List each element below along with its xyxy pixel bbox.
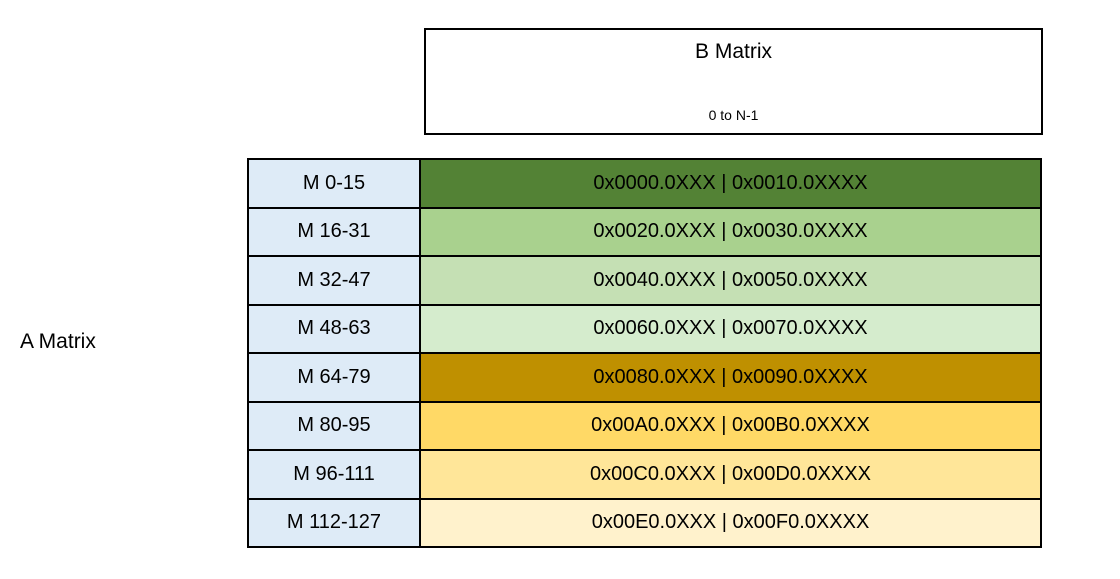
row-label: M 80-95 bbox=[249, 402, 421, 449]
row-value: 0x0060.0XXX | 0x0070.0XXXX bbox=[421, 305, 1040, 352]
row-label: M 0-15 bbox=[249, 160, 421, 207]
row-value: 0x0040.0XXX | 0x0050.0XXXX bbox=[421, 257, 1040, 304]
row-label: M 16-31 bbox=[249, 208, 421, 255]
row-label: M 64-79 bbox=[249, 354, 421, 401]
b-matrix-subtitle: 0 to N-1 bbox=[708, 107, 759, 123]
table-row: M 64-79 0x0080.0XXX | 0x0090.0XXXX bbox=[249, 354, 1040, 403]
table-row: M 112-127 0x00E0.0XXX | 0x00F0.0XXXX bbox=[249, 499, 1040, 546]
b-matrix-title: B Matrix bbox=[694, 40, 772, 63]
row-value: 0x00A0.0XXX | 0x00B0.0XXXX bbox=[421, 402, 1040, 449]
b-matrix-box: B Matrix 0 to N-1 bbox=[424, 28, 1043, 135]
row-label: M 48-63 bbox=[249, 305, 421, 352]
table-row: M 80-95 0x00A0.0XXX | 0x00B0.0XXXX bbox=[249, 402, 1040, 451]
table-row: M 96-111 0x00C0.0XXX | 0x00D0.0XXXX bbox=[249, 451, 1040, 500]
table-row: M 16-31 0x0020.0XXX | 0x0030.0XXXX bbox=[249, 208, 1040, 257]
row-label: M 32-47 bbox=[249, 257, 421, 304]
row-label: M 112-127 bbox=[249, 499, 421, 546]
row-value: 0x00C0.0XXX | 0x00D0.0XXXX bbox=[421, 451, 1040, 498]
row-label: M 96-111 bbox=[249, 451, 421, 498]
row-value: 0x0080.0XXX | 0x0090.0XXXX bbox=[421, 354, 1040, 401]
a-matrix-label: A Matrix bbox=[20, 330, 96, 353]
table-row: M 48-63 0x0060.0XXX | 0x0070.0XXXX bbox=[249, 305, 1040, 354]
mapping-table: M 0-15 0x0000.0XXX | 0x0010.0XXXX M 16-3… bbox=[247, 158, 1042, 548]
row-value: 0x0000.0XXX | 0x0010.0XXXX bbox=[421, 160, 1040, 207]
row-value: 0x00E0.0XXX | 0x00F0.0XXXX bbox=[421, 499, 1040, 546]
table-row: M 32-47 0x0040.0XXX | 0x0050.0XXXX bbox=[249, 257, 1040, 306]
table-row: M 0-15 0x0000.0XXX | 0x0010.0XXXX bbox=[249, 160, 1040, 209]
row-value: 0x0020.0XXX | 0x0030.0XXXX bbox=[421, 208, 1040, 255]
